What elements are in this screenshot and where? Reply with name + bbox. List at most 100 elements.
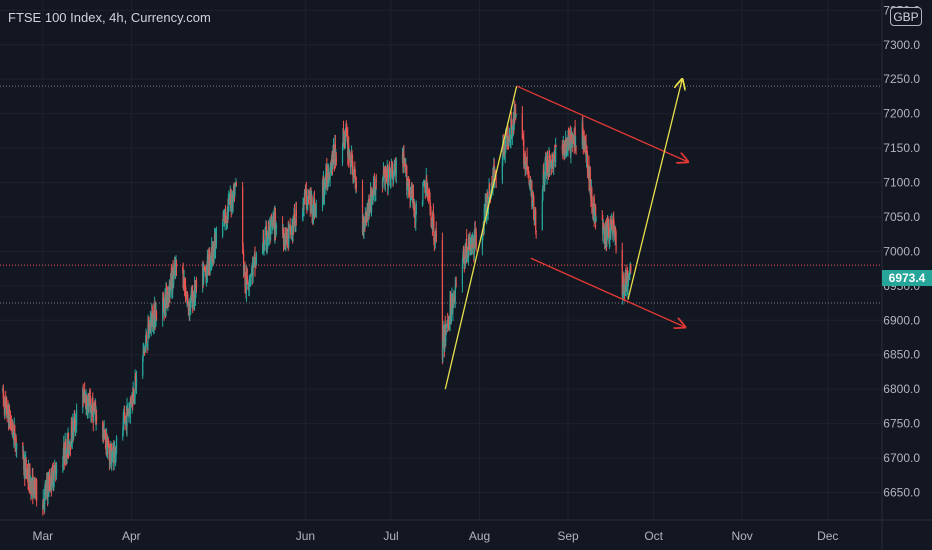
candle-body [446, 323, 448, 328]
candle-body [603, 224, 605, 226]
candle-body [335, 158, 337, 162]
candle-body [203, 266, 206, 270]
candle-body [285, 234, 287, 245]
candle-body [126, 407, 129, 409]
y-tick-label: 6850.0 [883, 348, 920, 362]
candle-body [507, 129, 509, 142]
y-tick-label: 7200.0 [883, 107, 920, 121]
candle-body [524, 153, 526, 171]
candle-body [561, 145, 563, 151]
candle-body [265, 227, 268, 245]
candle-body [352, 170, 354, 180]
candle-body [242, 244, 244, 253]
candle-body [50, 470, 52, 488]
candle-body [242, 253, 245, 270]
candle-body [95, 415, 98, 421]
y-tick-label: 7150.0 [883, 141, 920, 155]
candle-body [215, 233, 218, 245]
candle-body [510, 118, 512, 141]
candle-body [546, 155, 549, 169]
trend-lines[interactable] [444, 79, 688, 390]
candle-body [85, 398, 88, 406]
candle-body [515, 113, 517, 115]
last-price-label: 6973.4 [882, 270, 932, 286]
candle-body [169, 282, 171, 294]
candle-body [212, 241, 214, 261]
candle-body [415, 214, 417, 223]
candle-body [328, 173, 330, 177]
trend-line[interactable] [627, 79, 682, 300]
y-tick-label: 7000.0 [883, 244, 920, 258]
candle-body [384, 172, 386, 185]
x-tick-label: Nov [731, 529, 752, 543]
candle-body [621, 250, 623, 295]
candle-body [252, 262, 254, 278]
horizontal-levels [0, 85, 882, 304]
candles [2, 100, 632, 516]
trend-line[interactable] [444, 85, 518, 390]
candle-body [586, 154, 589, 173]
candle-body [450, 300, 453, 319]
candle-body [36, 480, 38, 501]
candle-body [441, 240, 444, 360]
candle-body [487, 195, 490, 207]
candle-body [294, 219, 296, 226]
candle-body [115, 436, 118, 452]
time-axis[interactable]: Mar Apr Jun Jul Aug Sep Oct Nov Dec [32, 529, 838, 543]
candle-body [442, 341, 444, 358]
candle-body [466, 238, 468, 262]
candle-body [246, 276, 248, 282]
candle-body [233, 184, 235, 193]
candle-body [393, 171, 395, 174]
candle-body [134, 374, 137, 380]
candle-body [623, 278, 625, 286]
candle-body [444, 323, 446, 344]
candle-body [382, 178, 384, 187]
grid [0, 0, 882, 520]
x-tick-label: Jul [383, 529, 398, 543]
candle-body [526, 155, 528, 170]
candle-body [473, 235, 475, 255]
candle-body [187, 298, 189, 300]
currency-badge[interactable]: GBP [890, 7, 922, 26]
candle-body [453, 297, 455, 304]
candle-body [567, 134, 569, 150]
candle-body [351, 155, 354, 170]
candle-body [155, 312, 158, 321]
candle-body [135, 377, 138, 387]
candle-body [543, 170, 545, 174]
candle-body [505, 131, 507, 150]
candle-body [523, 139, 525, 164]
candle-body [42, 498, 44, 509]
candle-body [566, 139, 568, 152]
candle-body [145, 335, 148, 344]
candle-body [62, 456, 64, 464]
candle-body [528, 171, 530, 184]
candle-body [172, 268, 174, 282]
candle-body [481, 235, 483, 250]
candle-body [391, 167, 394, 179]
trend-line[interactable] [530, 257, 685, 327]
candle-body [46, 481, 48, 490]
candle-body [589, 172, 591, 189]
y-tick-label: 6650.0 [883, 485, 920, 499]
candle-body [162, 298, 164, 319]
candle-body [595, 206, 597, 221]
candle-body [206, 255, 209, 275]
candle-body [602, 224, 604, 236]
candle-body [93, 407, 95, 421]
candle-body [521, 113, 523, 139]
candle-body [333, 145, 335, 164]
candle-body [315, 208, 317, 210]
candle-body [312, 200, 315, 218]
chart-title: FTSE 100 Index, 4h, Currency.com [8, 10, 211, 25]
trend-line[interactable] [516, 85, 688, 162]
candle-body [323, 186, 326, 198]
candle-body [268, 229, 270, 239]
candle-body [314, 209, 316, 216]
candle-body [551, 159, 553, 169]
candle-body [82, 388, 84, 400]
price-axis[interactable]: 6650.06700.06750.06800.06850.06900.06950… [883, 3, 920, 499]
candle-body [289, 224, 291, 232]
